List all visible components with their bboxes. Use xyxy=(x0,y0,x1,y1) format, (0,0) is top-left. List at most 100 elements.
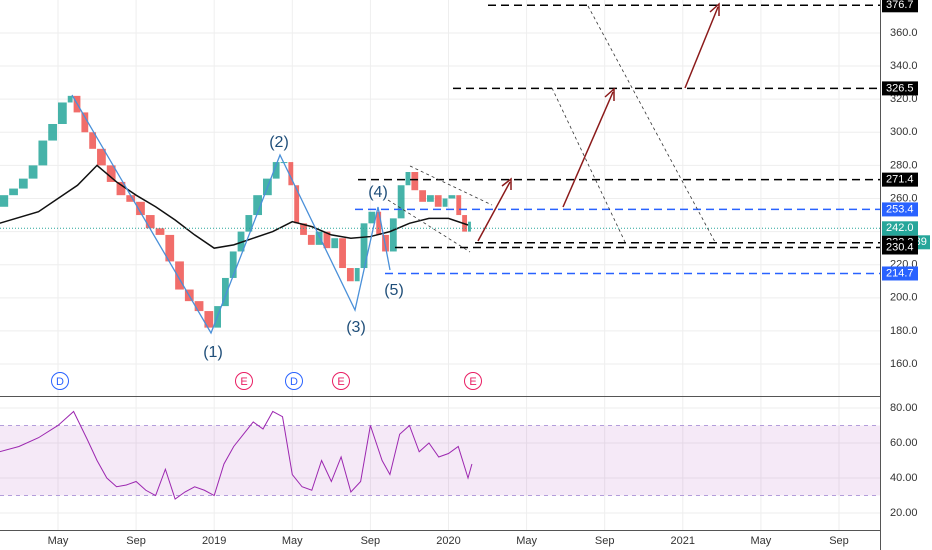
candle xyxy=(368,211,376,224)
event-label: E xyxy=(469,376,476,388)
axis-border xyxy=(880,0,881,550)
candle xyxy=(18,178,28,189)
candle xyxy=(38,140,48,166)
price-label: 253.4 xyxy=(886,203,914,215)
wave-line xyxy=(71,94,391,335)
event-marker xyxy=(51,372,69,390)
candle xyxy=(427,195,434,202)
price-label-box xyxy=(882,240,918,255)
candle xyxy=(346,268,354,282)
price-axis: May Sep 2019 May Sep 2020 May Sep 2021 May Sep 160.… xyxy=(48,0,930,547)
price-label-box xyxy=(882,172,918,187)
y-tick-label: 60.00 xyxy=(890,437,918,449)
price-label-box xyxy=(882,0,918,13)
candle xyxy=(155,228,165,235)
wave-drawing xyxy=(71,2,720,335)
price-label: 242.0 xyxy=(886,222,914,234)
event-marker xyxy=(285,372,303,390)
candle xyxy=(323,231,331,249)
x-tick-label: Sep xyxy=(595,535,615,547)
event-label: E xyxy=(337,376,344,388)
rsi-band xyxy=(0,425,880,496)
candle xyxy=(253,195,263,216)
candle xyxy=(9,188,18,196)
price-label: 376.7 xyxy=(886,0,914,11)
price-label-box xyxy=(882,81,918,96)
candle xyxy=(294,185,300,224)
arrow xyxy=(477,181,511,242)
event-marker xyxy=(235,372,253,390)
candle xyxy=(126,195,136,202)
y-tick-label: 20.00 xyxy=(890,507,918,519)
y-tick-label: 40.00 xyxy=(890,472,918,484)
wave-label: (3) xyxy=(346,319,366,336)
candle xyxy=(456,195,462,216)
candle xyxy=(229,251,237,278)
arrow-head xyxy=(709,2,720,16)
wave-label: (2) xyxy=(269,134,289,151)
x-tick-label: May xyxy=(48,535,69,547)
candle xyxy=(442,198,448,207)
candle xyxy=(360,223,368,269)
y-tick-label: 160.0 xyxy=(890,358,918,370)
price-label-box xyxy=(882,266,918,281)
price-label-box xyxy=(882,221,918,236)
candle xyxy=(67,95,73,103)
wave-label: (1) xyxy=(203,344,223,361)
candle xyxy=(376,211,382,235)
x-tick-label: 2021 xyxy=(671,535,695,547)
candle xyxy=(175,261,184,290)
y-tick-label: 320.0 xyxy=(890,93,918,105)
candle xyxy=(468,221,471,232)
candle xyxy=(315,231,323,245)
arrow xyxy=(562,91,614,208)
arrow-head xyxy=(501,177,512,190)
x-tick-label: Sep xyxy=(126,535,146,547)
channel-line xyxy=(387,199,471,253)
candle xyxy=(106,165,116,182)
candle xyxy=(145,215,155,229)
y-tick-label: 260.0 xyxy=(890,192,918,204)
y-tick-label: 80.00 xyxy=(890,402,918,414)
candle xyxy=(0,195,9,207)
wave-label: (5) xyxy=(384,282,404,299)
candle xyxy=(57,102,67,124)
pane-separator xyxy=(0,396,880,397)
candle xyxy=(405,172,411,186)
arrows xyxy=(477,2,720,242)
candle xyxy=(116,181,126,196)
candle xyxy=(204,311,214,328)
y-tick-label: 200.0 xyxy=(890,292,918,304)
candle xyxy=(288,162,294,186)
candle xyxy=(331,238,339,249)
candle xyxy=(245,215,253,232)
candle xyxy=(419,190,427,202)
event-label: D xyxy=(56,376,64,388)
arrow-head xyxy=(604,87,615,101)
candle xyxy=(89,132,97,149)
y-tick-label: 300.0 xyxy=(890,126,918,138)
candle xyxy=(272,162,280,179)
price-label: 230.4 xyxy=(886,241,914,253)
x-tick-label: May xyxy=(751,535,772,547)
price-label-box xyxy=(882,202,918,217)
candle xyxy=(411,172,419,191)
y-tick-label: 180.0 xyxy=(890,325,918,337)
candle xyxy=(136,201,145,216)
event-marker xyxy=(464,372,482,390)
candle xyxy=(237,231,245,252)
wave-label: (4) xyxy=(368,184,388,201)
moving-average xyxy=(0,164,469,249)
projection-line xyxy=(587,5,716,243)
candle xyxy=(307,234,315,245)
candle xyxy=(81,112,89,133)
time-axis-border xyxy=(0,530,880,531)
candle xyxy=(354,268,360,282)
y-tick-label: 280.0 xyxy=(890,159,918,171)
event-label: D xyxy=(290,376,298,388)
rsi-line xyxy=(0,410,473,500)
price-label: 214.7 xyxy=(886,267,914,279)
event-marker xyxy=(332,372,350,390)
